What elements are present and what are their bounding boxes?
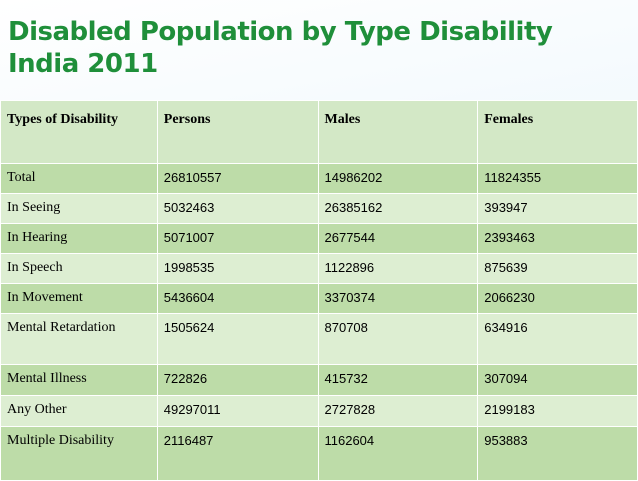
cell: 5032463 — [156, 193, 319, 224]
table-row: Any Other 49297011 2727828 2199183 — [0, 395, 638, 427]
cell: 953883 — [477, 426, 638, 481]
header-cell: Females — [477, 100, 638, 164]
cell: 2066230 — [477, 283, 638, 314]
table-row: Mental Retardation 1505624 870708 634916 — [0, 313, 638, 365]
slide-title: Disabled Population by Type Disability I… — [8, 16, 553, 80]
row-label: Mental Retardation — [0, 313, 158, 365]
cell: 2677544 — [317, 223, 479, 254]
table-row: Multiple Disability 2116487 1162604 953883 — [0, 426, 638, 481]
table-row: Total 26810557 14986202 11824355 — [0, 163, 638, 194]
table-row: In Seeing 5032463 26385162 393947 — [0, 193, 638, 224]
header-cell: Persons — [156, 100, 319, 164]
cell: 722826 — [156, 364, 319, 396]
cell: 2116487 — [156, 426, 319, 481]
header-cell: Types of Disability — [0, 100, 158, 164]
row-label: Total — [0, 163, 158, 194]
cell: 393947 — [477, 193, 638, 224]
header-row: Types of Disability Persons Males Females — [0, 100, 638, 164]
table-row: In Hearing 5071007 2677544 2393463 — [0, 223, 638, 254]
title-line: Disabled Population by Type Disability — [8, 17, 553, 47]
cell: 307094 — [477, 364, 638, 396]
cell: 2727828 — [317, 395, 479, 427]
cell: 5436604 — [156, 283, 319, 314]
cell: 2393463 — [477, 223, 638, 254]
row-label: Any Other — [0, 395, 158, 427]
row-label: In Movement — [0, 283, 158, 314]
cell: 2199183 — [477, 395, 638, 427]
title-line: India 2011 — [8, 49, 158, 79]
row-label: In Seeing — [0, 193, 158, 224]
cell: 11824355 — [477, 163, 638, 194]
cell: 26385162 — [317, 193, 479, 224]
row-label: In Speech — [0, 253, 158, 284]
table-row: Mental Illness 722826 415732 307094 — [0, 364, 638, 396]
cell: 634916 — [477, 313, 638, 365]
cell: 870708 — [317, 313, 479, 365]
cell: 3370374 — [317, 283, 479, 314]
cell: 1122896 — [317, 253, 479, 284]
cell: 415732 — [317, 364, 479, 396]
row-label: Mental Illness — [0, 364, 158, 396]
cell: 1998535 — [156, 253, 319, 284]
cell: 5071007 — [156, 223, 319, 254]
cell: 49297011 — [156, 395, 319, 427]
cell: 14986202 — [317, 163, 479, 194]
row-label: Multiple Disability — [0, 426, 158, 481]
cell: 1505624 — [156, 313, 319, 365]
table-row: In Movement 5436604 3370374 2066230 — [0, 283, 638, 314]
table-row: In Speech 1998535 1122896 875639 — [0, 253, 638, 284]
header-cell: Males — [317, 100, 479, 164]
cell: 875639 — [477, 253, 638, 284]
cell: 1162604 — [317, 426, 479, 481]
data-table: Types of Disability Persons Males Females T… — [0, 100, 638, 481]
cell: 26810557 — [156, 163, 319, 194]
row-label: In Hearing — [0, 223, 158, 254]
